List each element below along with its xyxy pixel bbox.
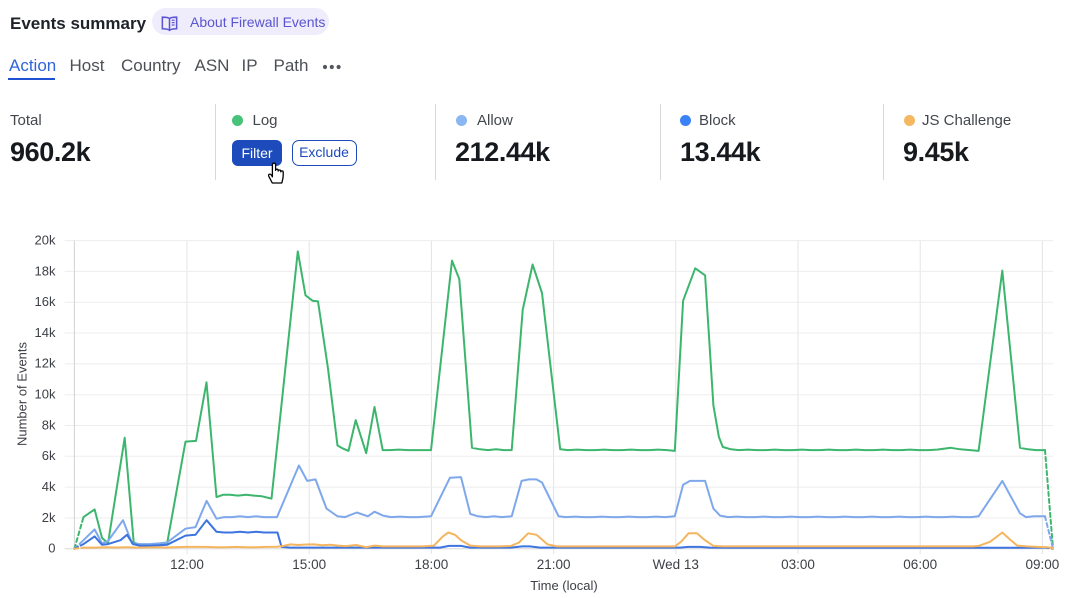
svg-text:20k: 20k	[35, 233, 56, 248]
svg-text:Time (local): Time (local)	[530, 578, 597, 593]
svg-text:10k: 10k	[35, 387, 56, 402]
svg-text:21:00: 21:00	[537, 557, 571, 572]
svg-text:12:00: 12:00	[170, 557, 204, 572]
svg-text:09:00: 09:00	[1026, 557, 1060, 572]
svg-text:2k: 2k	[42, 510, 56, 525]
svg-text:18:00: 18:00	[415, 557, 449, 572]
svg-text:15:00: 15:00	[292, 557, 326, 572]
svg-text:03:00: 03:00	[781, 557, 815, 572]
svg-text:8k: 8k	[42, 417, 56, 432]
svg-text:4k: 4k	[42, 479, 56, 494]
svg-text:Number of Events: Number of Events	[15, 341, 30, 446]
svg-text:0: 0	[48, 541, 55, 556]
svg-text:6k: 6k	[42, 448, 56, 463]
svg-text:16k: 16k	[35, 294, 56, 309]
svg-text:18k: 18k	[35, 263, 56, 278]
svg-text:06:00: 06:00	[903, 557, 937, 572]
svg-text:Wed 13: Wed 13	[653, 557, 699, 572]
svg-text:14k: 14k	[35, 325, 56, 340]
svg-text:12k: 12k	[35, 356, 56, 371]
